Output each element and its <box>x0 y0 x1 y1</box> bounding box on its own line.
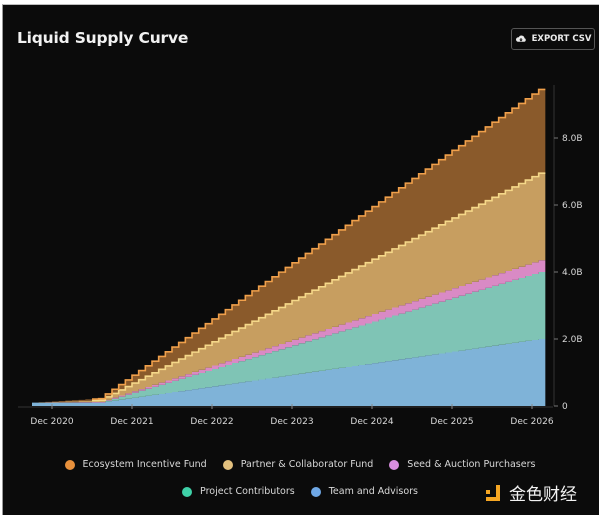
line-partner-collaborator-fund <box>92 172 546 402</box>
x-tick-label: Dec 2026 <box>510 417 553 427</box>
export-csv-label: EXPORT CSV <box>531 34 592 44</box>
legend-item-partner-collaborator-fund[interactable]: Partner & Collaborator Fund <box>222 459 374 470</box>
legend-swatch <box>222 459 233 470</box>
y-tick-label: 0 <box>562 402 568 412</box>
legend-item-ecosystem-incentive-fund[interactable]: Ecosystem Incentive Fund <box>64 459 207 470</box>
area-project-contributors <box>32 272 546 403</box>
area-partner-collaborator-fund <box>32 173 546 403</box>
x-tick-label: Dec 2021 <box>110 417 153 427</box>
legend-row-1: Ecosystem Incentive Fund Partner & Collab… <box>0 459 600 470</box>
legend-item-project-contributors[interactable]: Project Contributors <box>182 486 295 497</box>
legend-label: Seed & Auction Purchasers <box>407 459 536 470</box>
legend-swatch <box>389 459 400 470</box>
line-ecosystem-incentive-fund <box>92 88 546 400</box>
cloud-download-icon <box>515 35 526 42</box>
y-tick-label: 8.0B <box>562 134 583 144</box>
y-tick-label: 4.0B <box>562 268 583 278</box>
x-tick-label: Dec 2023 <box>270 417 313 427</box>
y-tick-label: 2.0B <box>562 335 583 345</box>
area-team-and-advisors <box>32 339 546 406</box>
legend-label: Partner & Collaborator Fund <box>240 459 374 470</box>
y-axis: 0 2.0B 4.0B 6.0B 8.0B <box>554 134 583 412</box>
jinse-logo-icon <box>483 484 503 502</box>
legend-swatch <box>310 486 321 497</box>
watermark-text: 金色财经 <box>509 485 577 505</box>
legend-item-seed-auction-purchasers[interactable]: Seed & Auction Purchasers <box>389 459 535 470</box>
area-layers <box>32 89 546 406</box>
legend-label: Project Contributors <box>200 486 295 497</box>
export-csv-button[interactable]: EXPORT CSV <box>511 28 595 50</box>
chart-title: Liquid Supply Curve <box>17 29 189 47</box>
step-lines <box>92 88 546 402</box>
x-tick-label: Dec 2022 <box>190 417 233 427</box>
y-tick-label: 6.0B <box>562 201 583 211</box>
x-tick-label: Dec 2024 <box>350 417 393 427</box>
x-tick-label: Dec 2020 <box>30 417 73 427</box>
legend-swatch <box>64 459 75 470</box>
x-axis: Dec 2020 Dec 2021 Dec 2022 Dec 2023 Dec 2024… <box>30 404 554 427</box>
legend-item-team-and-advisors[interactable]: Team and Advisors <box>310 486 418 497</box>
x-tick-label: Dec 2025 <box>430 417 473 427</box>
legend-row-2: Project Contributors Team and Advisors <box>0 486 600 497</box>
legend-swatch <box>182 486 193 497</box>
legend-label: Team and Advisors <box>328 486 418 497</box>
watermark: 金色财经 <box>483 480 577 505</box>
legend-label: Ecosystem Incentive Fund <box>82 459 207 470</box>
